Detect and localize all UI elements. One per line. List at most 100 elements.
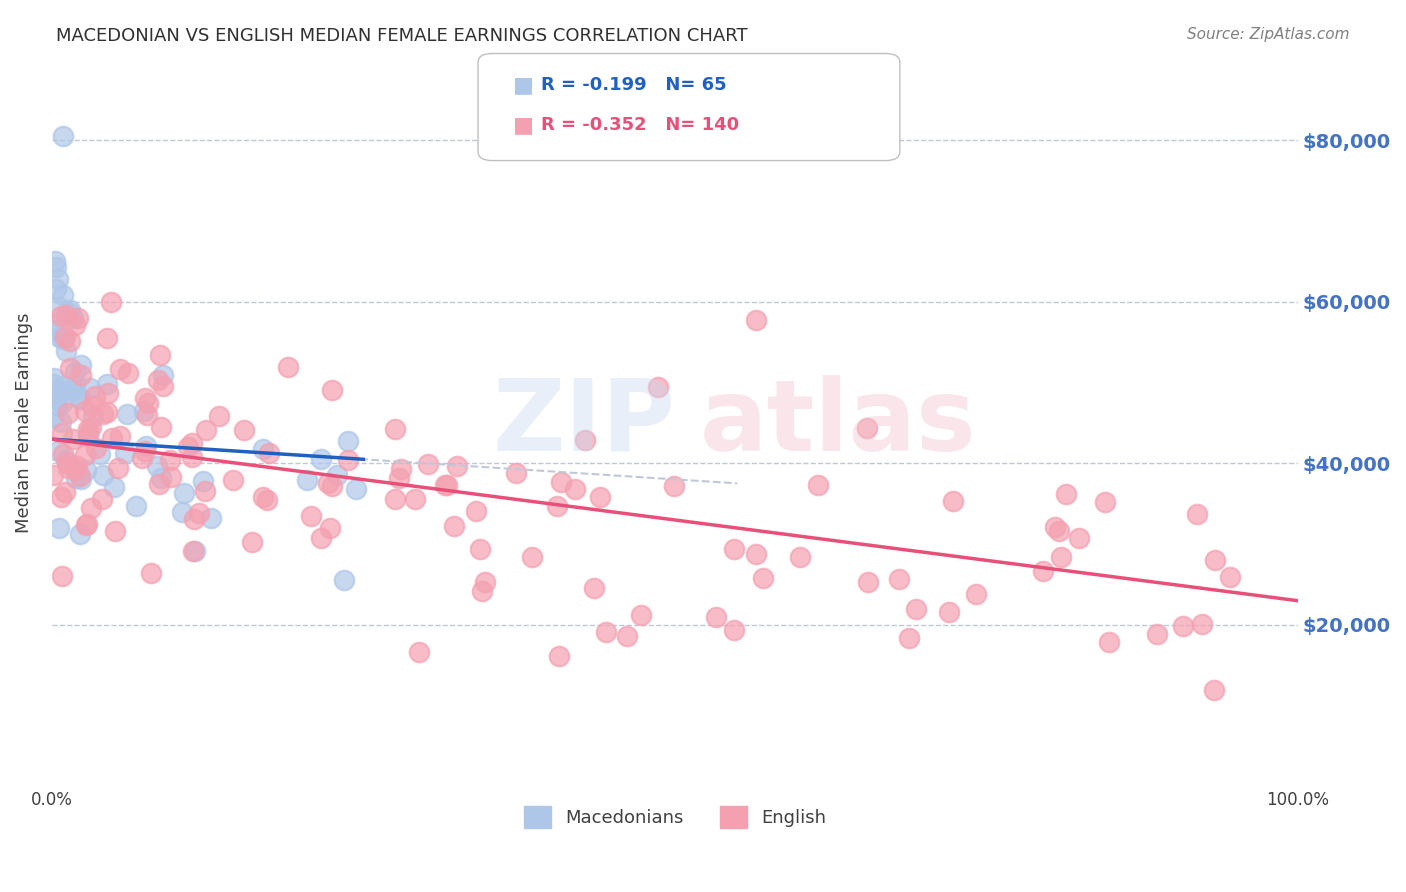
- Text: R = -0.352   N= 140: R = -0.352 N= 140: [541, 116, 740, 134]
- Point: [436, 478, 458, 492]
- Point: [108, 361, 131, 376]
- Point: [548, 649, 571, 664]
- Text: MACEDONIAN VS ENGLISH MEDIAN FEMALE EARNINGS CORRELATION CHART: MACEDONIAN VS ENGLISH MEDIAN FEMALE EARN…: [56, 27, 748, 45]
- Point: [146, 373, 169, 387]
- Point: [70, 472, 93, 486]
- Point: [84, 441, 107, 455]
- Point: [56, 461, 79, 475]
- Point: [135, 408, 157, 422]
- Point: [807, 478, 830, 492]
- Point: [574, 433, 596, 447]
- Point: [49, 415, 72, 429]
- Point: [443, 519, 465, 533]
- Point: [58, 405, 80, 419]
- Point: [63, 318, 86, 333]
- Point: [181, 450, 204, 465]
- Point: [93, 407, 115, 421]
- Point: [73, 404, 96, 418]
- Point: [938, 605, 960, 619]
- Point: [59, 384, 82, 398]
- Point: [42, 371, 65, 385]
- Point: [131, 451, 153, 466]
- Point: [319, 521, 342, 535]
- Point: [789, 549, 811, 564]
- Point: [84, 389, 107, 403]
- Point: [1094, 495, 1116, 509]
- Point: [233, 423, 256, 437]
- Point: [595, 625, 617, 640]
- Point: [52, 332, 75, 346]
- Point: [63, 463, 86, 477]
- Point: [42, 318, 65, 333]
- Point: [46, 390, 69, 404]
- Point: [404, 492, 426, 507]
- Point: [75, 463, 97, 477]
- Point: [647, 380, 669, 394]
- Point: [115, 407, 138, 421]
- Point: [1219, 570, 1241, 584]
- Point: [550, 475, 572, 489]
- Point: [76, 428, 98, 442]
- Point: [856, 575, 879, 590]
- Point: [51, 396, 73, 410]
- Point: [1097, 635, 1119, 649]
- Point: [149, 470, 172, 484]
- Point: [723, 541, 745, 556]
- Point: [309, 531, 332, 545]
- Point: [51, 569, 73, 583]
- Point: [464, 504, 486, 518]
- Point: [1185, 507, 1208, 521]
- Text: atlas: atlas: [700, 375, 976, 472]
- Point: [51, 490, 73, 504]
- Point: [856, 420, 879, 434]
- Point: [416, 458, 439, 472]
- Point: [52, 378, 75, 392]
- Point: [82, 399, 104, 413]
- Point: [194, 483, 217, 498]
- Point: [898, 631, 921, 645]
- Point: [73, 449, 96, 463]
- Point: [184, 544, 207, 558]
- Point: [42, 324, 65, 338]
- Point: [96, 377, 118, 392]
- Point: [159, 453, 181, 467]
- Point: [104, 524, 127, 538]
- Point: [125, 499, 148, 513]
- Point: [96, 331, 118, 345]
- Point: [79, 381, 101, 395]
- Point: [82, 409, 104, 424]
- Point: [1171, 619, 1194, 633]
- Point: [187, 506, 209, 520]
- Point: [256, 492, 278, 507]
- Y-axis label: Median Female Earnings: Median Female Earnings: [15, 313, 32, 533]
- Point: [145, 458, 167, 473]
- Point: [471, 584, 494, 599]
- Point: [77, 426, 100, 441]
- Point: [62, 310, 84, 325]
- Point: [546, 499, 568, 513]
- Point: [46, 398, 69, 412]
- Point: [181, 435, 204, 450]
- Point: [48, 521, 70, 535]
- Point: [1043, 520, 1066, 534]
- Point: [170, 505, 193, 519]
- Point: [589, 490, 612, 504]
- Point: [321, 479, 343, 493]
- Point: [80, 500, 103, 515]
- Point: [208, 409, 231, 423]
- Point: [1069, 531, 1091, 545]
- Point: [309, 451, 332, 466]
- Point: [242, 534, 264, 549]
- Point: [141, 566, 163, 581]
- Point: [446, 459, 468, 474]
- Point: [505, 467, 527, 481]
- Point: [52, 447, 75, 461]
- Text: ■: ■: [513, 75, 534, 95]
- Point: [1146, 627, 1168, 641]
- Point: [474, 575, 496, 590]
- Point: [1191, 617, 1213, 632]
- Point: [183, 512, 205, 526]
- Point: [723, 623, 745, 637]
- Point: [1050, 549, 1073, 564]
- Point: [52, 288, 75, 302]
